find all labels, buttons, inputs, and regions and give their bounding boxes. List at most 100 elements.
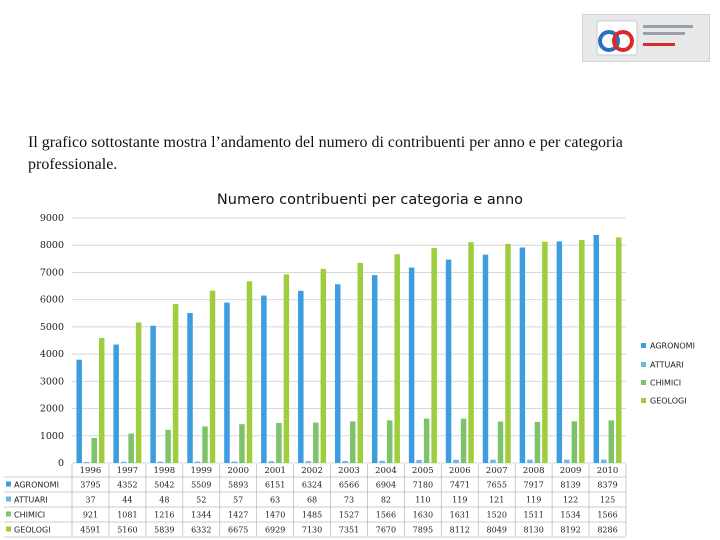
table-cell: 1081 xyxy=(117,511,137,520)
chart-title: Numero contribuenti per categoria e anno xyxy=(216,192,524,208)
table-cell: 121 xyxy=(489,496,504,505)
bar-chimici-1997 xyxy=(128,433,134,463)
table-cell: 4352 xyxy=(117,481,137,490)
table-cell: 1630 xyxy=(413,511,433,520)
table-cell: 7471 xyxy=(450,481,470,490)
bar-geologi-2000 xyxy=(246,281,253,463)
bar-attuari-2006 xyxy=(453,459,459,463)
table-cell: 5509 xyxy=(191,481,211,490)
x-tick-label: 1999 xyxy=(190,466,212,476)
table-cell: 44 xyxy=(122,496,132,505)
table-cell: 7895 xyxy=(413,526,433,535)
table-cell: 6332 xyxy=(191,526,211,535)
table-cell: 6566 xyxy=(339,481,359,490)
table-cell: 7670 xyxy=(376,526,396,535)
legend-swatch-agronomi xyxy=(641,343,646,348)
table-cell: 57 xyxy=(233,496,243,505)
bar-agronomi-2007 xyxy=(482,254,489,463)
bar-chimici-2003 xyxy=(350,421,356,463)
bar-geologi-2010 xyxy=(616,237,622,463)
bar-agronomi-2006 xyxy=(445,259,452,463)
bar-chimici-1999 xyxy=(202,426,208,463)
bar-chimici-2007 xyxy=(497,421,504,463)
table-cell: 1470 xyxy=(265,511,285,520)
table-row-swatch xyxy=(6,511,11,517)
bar-attuari-2003 xyxy=(342,461,348,463)
bar-geologi-1996 xyxy=(98,338,105,463)
table-cell: 1511 xyxy=(523,511,543,520)
bar-geologi-2004 xyxy=(394,254,400,463)
table-cell: 8112 xyxy=(450,526,470,535)
bar-attuari-2009 xyxy=(564,459,570,463)
bar-chimici-2006 xyxy=(460,418,467,463)
bar-agronomi-2009 xyxy=(556,241,563,463)
table-cell: 8192 xyxy=(560,526,580,535)
table-cell: 6929 xyxy=(265,526,285,535)
legend-swatch-chimici xyxy=(641,380,646,385)
table-cell: 5893 xyxy=(228,481,248,490)
table-cell: 7351 xyxy=(339,526,359,535)
legend-label-agronomi: AGRONOMI xyxy=(650,342,695,351)
x-tick-label: 1996 xyxy=(80,466,102,476)
table-cell: 52 xyxy=(196,496,206,505)
y-tick-label: 0 xyxy=(58,458,64,469)
bar-agronomi-1998 xyxy=(150,325,156,463)
table-cell: 37 xyxy=(85,496,95,505)
x-tick-label: 2002 xyxy=(301,466,323,476)
bar-geologi-2001 xyxy=(283,274,290,463)
table-cell: 1344 xyxy=(191,511,211,520)
logo xyxy=(582,14,710,62)
bar-agronomi-2005 xyxy=(408,267,415,463)
y-tick-label: 2000 xyxy=(40,404,64,415)
intro-text: Il grafico sottostante mostra l’andament… xyxy=(28,134,623,173)
bar-attuari-2010 xyxy=(601,459,607,463)
table-cell: 110 xyxy=(415,496,430,505)
table-cell: 1427 xyxy=(228,511,248,520)
x-tick-label: 2005 xyxy=(412,466,434,476)
table-cell: 6324 xyxy=(302,481,322,490)
bar-agronomi-2008 xyxy=(519,247,526,463)
bars xyxy=(76,234,622,463)
bar-chimici-2010 xyxy=(608,420,615,463)
legend-label-geologi: GEOLOGI xyxy=(650,397,687,406)
table-cell: 8379 xyxy=(597,481,617,490)
y-tick-label: 6000 xyxy=(40,295,64,306)
table-row-swatch xyxy=(6,481,11,487)
table-cell: 6151 xyxy=(265,481,285,490)
table-cell: 125 xyxy=(600,496,615,505)
y-tick-label: 5000 xyxy=(40,322,64,333)
table-cell: 68 xyxy=(307,496,317,505)
bar-chimici-2000 xyxy=(239,424,245,463)
legend: AGRONOMI ATTUARI CHIMICI GEOLOGI xyxy=(641,342,695,406)
bar-agronomi-2010 xyxy=(593,234,600,463)
bar-geologi-1997 xyxy=(135,322,142,463)
bar-agronomi-2002 xyxy=(298,290,304,463)
table-cell: 63 xyxy=(270,496,280,505)
table-cell: 8286 xyxy=(597,526,617,535)
table-cell: 6675 xyxy=(228,526,248,535)
bar-agronomi-1999 xyxy=(187,313,193,463)
x-tick-label: 2008 xyxy=(523,466,545,476)
table-row-swatch xyxy=(6,526,11,532)
table-row-label: GEOLOGI xyxy=(14,526,51,535)
table-cell: 48 xyxy=(159,496,169,505)
x-tick-label: 2010 xyxy=(597,466,619,476)
bar-geologi-2008 xyxy=(542,241,548,463)
bar-attuari-2008 xyxy=(527,459,533,463)
table-cell: 921 xyxy=(83,511,98,520)
bar-geologi-1999 xyxy=(209,290,216,463)
table-cell: 1534 xyxy=(560,511,580,520)
bar-agronomi-2003 xyxy=(335,284,341,463)
bar-geologi-1998 xyxy=(172,304,179,463)
table-row-label: ATTUARI xyxy=(14,496,48,505)
bar-geologi-2007 xyxy=(505,243,511,463)
table-cell: 3795 xyxy=(80,481,100,490)
legend-label-chimici: CHIMICI xyxy=(650,379,681,388)
table-cell: 1566 xyxy=(597,511,617,520)
table-cell: 1216 xyxy=(154,511,174,520)
x-tick-label: 2000 xyxy=(227,466,249,476)
bar-attuari-1998 xyxy=(157,461,164,463)
table-cell: 6904 xyxy=(376,481,396,490)
bar-geologi-2003 xyxy=(357,262,363,463)
